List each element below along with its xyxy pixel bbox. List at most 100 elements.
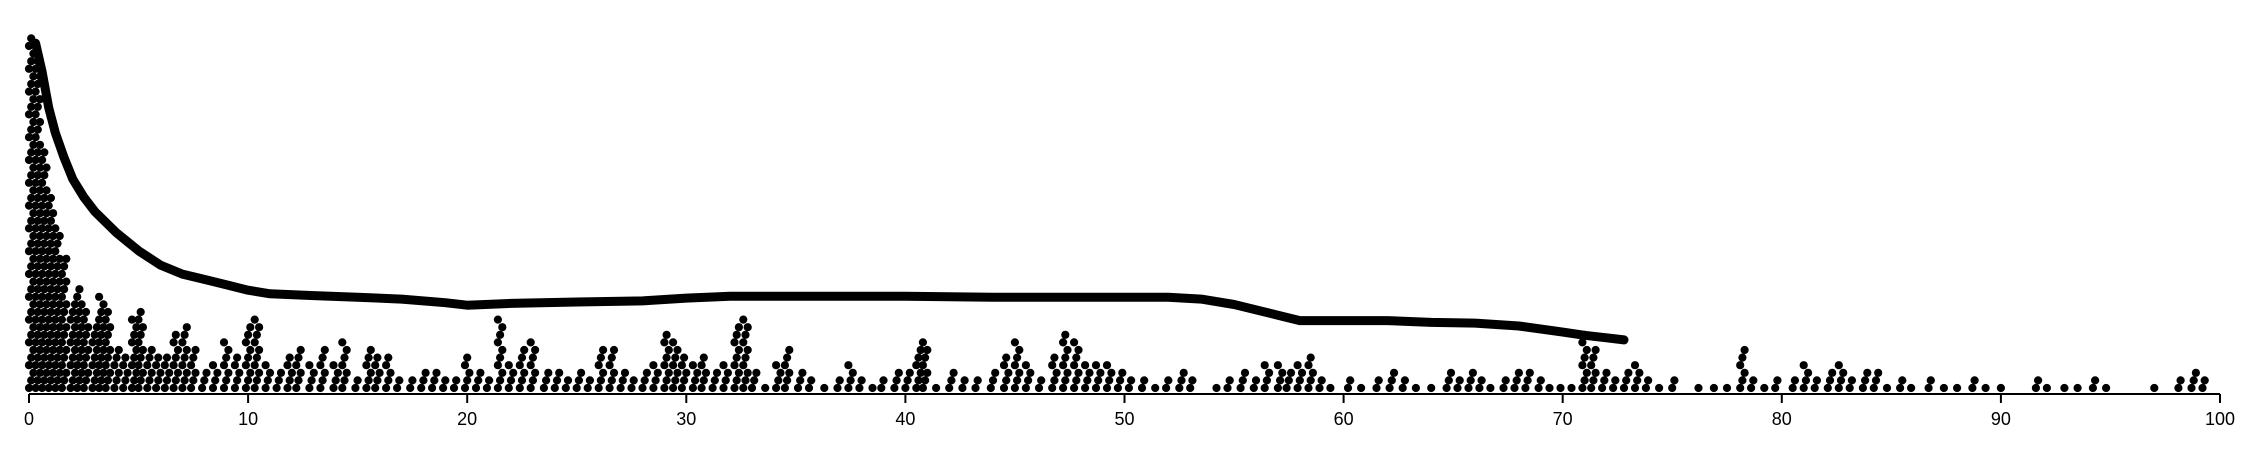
scatter-point (114, 368, 123, 377)
scatter-point (1953, 383, 1962, 393)
scatter-point (1260, 383, 1269, 393)
scatter-point (1591, 368, 1600, 377)
scatter-point (640, 376, 649, 385)
scatter-point (296, 345, 305, 355)
scatter-point (384, 376, 393, 385)
scatter-point (127, 315, 137, 324)
scatter-point (70, 345, 80, 355)
scatter-point (1124, 383, 1133, 393)
scatter-point (73, 338, 82, 347)
scatter-point (31, 110, 40, 119)
scatter-point (81, 376, 91, 385)
scatter-point (1186, 383, 1195, 393)
scatter-point (1306, 353, 1315, 362)
scatter-point (33, 330, 42, 339)
scatter-point (949, 368, 958, 377)
scatter-point (123, 368, 132, 377)
scatter-point (33, 262, 42, 271)
scatter-point (24, 292, 34, 301)
scatter-point (42, 186, 51, 195)
scatter-point (53, 307, 62, 317)
scatter-point (474, 376, 483, 385)
scatter-point (1882, 383, 1892, 393)
scatter-point (1534, 383, 1543, 393)
scatter-point (191, 368, 200, 377)
scatter-point (33, 307, 42, 317)
scatter-point (51, 361, 60, 370)
scatter-point (382, 361, 391, 370)
scatter-point (1273, 383, 1282, 393)
scatter-point (62, 323, 71, 332)
scatter-point (57, 315, 66, 324)
scatter-point (1926, 376, 1935, 385)
scatter-point (114, 345, 123, 355)
scatter-point (51, 269, 60, 279)
scatter-point (1760, 383, 1769, 393)
scatter-point (2189, 376, 2198, 385)
scatter-point (1740, 345, 1749, 355)
scatter-point (520, 345, 529, 355)
scatter-point (171, 376, 180, 385)
scatter-point (90, 376, 99, 385)
scatter-point (38, 247, 47, 256)
scatter-point (460, 383, 470, 393)
scatter-point (70, 300, 80, 309)
scatter-point (1374, 376, 1383, 385)
scatter-point (95, 292, 104, 301)
scatter-point (55, 368, 64, 377)
scatter-point (1453, 383, 1462, 393)
scatter-point (1514, 368, 1523, 377)
scatter-point (780, 383, 790, 393)
scatter-point (1116, 376, 1125, 385)
scatter-point (31, 224, 40, 233)
scatter-point (2198, 383, 2207, 393)
scatter-point (2060, 383, 2069, 393)
scatter-point (44, 201, 53, 210)
scatter-point (669, 338, 678, 347)
scatter-point (918, 338, 928, 347)
scatter-point (27, 57, 36, 66)
scatter-point (178, 383, 187, 393)
scatter-point (1996, 383, 2005, 393)
scatter-point (1788, 383, 1797, 393)
scatter-point (1385, 383, 1394, 393)
scatter-point (31, 269, 40, 279)
scatter-point (29, 345, 38, 355)
scatter-point (1010, 361, 1020, 370)
scatter-point (699, 376, 708, 385)
scatter-point (971, 383, 980, 393)
scatter-point (92, 345, 101, 355)
scatter-point (38, 155, 47, 165)
x-tick-label: 20 (457, 409, 477, 429)
scatter-point (189, 376, 198, 385)
scatter-point (27, 125, 36, 134)
scatter-point (79, 338, 88, 347)
scatter-point (320, 345, 329, 355)
scatter-point (1486, 383, 1495, 393)
scatter-point (165, 368, 174, 377)
scatter-point (609, 368, 619, 377)
scatter-point (224, 368, 233, 377)
scatter-point (27, 216, 36, 225)
scatter-point (35, 186, 45, 195)
scatter-point (152, 361, 161, 370)
scatter-point (40, 239, 49, 248)
scatter-point (35, 95, 45, 104)
scatter-point (1251, 376, 1261, 385)
scatter-point (739, 361, 748, 370)
scatter-point (24, 201, 34, 210)
scatter-point (638, 383, 647, 393)
scatter-point (307, 376, 316, 385)
scatter-point (75, 353, 84, 362)
scatter-point (509, 368, 518, 377)
scatter-point (46, 216, 56, 225)
scatter-point (1834, 361, 1843, 370)
scatter-point (999, 383, 1009, 393)
scatter-point (780, 361, 790, 370)
scatter-point (605, 383, 614, 393)
scatter-point (285, 376, 294, 385)
scatter-point (1107, 368, 1116, 377)
scatter-point (40, 148, 49, 157)
scatter-point (903, 376, 912, 385)
scatter-point (526, 338, 535, 347)
